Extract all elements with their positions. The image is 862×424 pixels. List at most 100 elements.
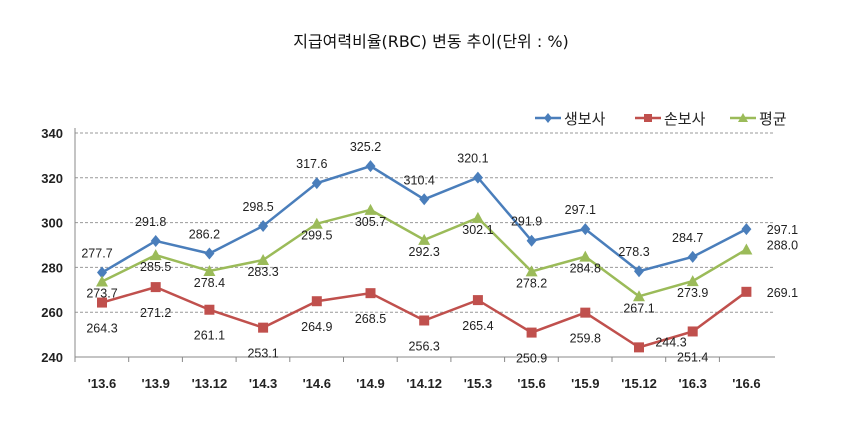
x-tick-label: '14.3	[249, 376, 277, 391]
data-point-square	[580, 307, 591, 318]
data-label: 305.7	[355, 215, 386, 229]
x-tick-label: '15.12	[621, 376, 657, 391]
data-point-diamond	[258, 219, 269, 232]
data-label: 271.2	[140, 306, 171, 320]
data-label: 273.7	[86, 287, 117, 301]
data-label: 264.3	[86, 322, 117, 336]
data-label: 251.4	[677, 350, 708, 364]
data-label: 292.3	[409, 245, 440, 259]
data-point-square	[741, 286, 752, 297]
data-point-diamond	[526, 234, 537, 247]
data-label: 250.9	[516, 352, 547, 366]
data-label: 317.6	[296, 157, 327, 171]
x-tick-label: '15.3	[464, 376, 492, 391]
data-point-triangle	[525, 265, 538, 277]
y-tick-label: 340	[41, 126, 63, 141]
data-point-square	[365, 288, 376, 299]
data-point-diamond	[365, 160, 376, 173]
data-point-diamond	[472, 171, 483, 184]
data-label: 285.5	[140, 260, 171, 274]
data-label: 286.2	[189, 228, 220, 242]
data-point-triangle	[149, 249, 162, 261]
legend-triangle-icon	[738, 113, 748, 122]
x-tick-label: '16.6	[732, 376, 760, 391]
data-label: 277.7	[81, 247, 112, 261]
x-tick-label: '15.9	[571, 376, 599, 391]
data-label: 267.1	[623, 301, 654, 315]
data-point-diamond	[419, 193, 430, 206]
data-point-diamond	[150, 234, 161, 247]
data-label: 320.1	[457, 152, 488, 166]
data-point-triangle	[418, 233, 431, 245]
data-point-triangle	[96, 275, 108, 287]
data-label: 264.9	[301, 320, 332, 334]
data-point-square	[258, 322, 269, 333]
data-label: 291.9	[511, 215, 542, 229]
data-label: 297.1	[565, 203, 596, 217]
data-label: 291.8	[135, 215, 166, 229]
x-tick-label: '15.6	[517, 376, 545, 391]
data-point-square	[419, 315, 430, 326]
data-label: 273.9	[677, 286, 708, 300]
data-label: 253.1	[247, 347, 278, 361]
data-label: 283.3	[247, 265, 278, 279]
data-label: 244.3	[655, 335, 686, 349]
chart-title: 지급여력비율(RBC) 변동 추이(단위 : %)	[293, 32, 569, 51]
data-label: 288.0	[767, 238, 798, 252]
data-point-triangle	[686, 275, 699, 287]
data-label: 302.1	[462, 223, 493, 237]
data-label: 278.3	[618, 245, 649, 259]
data-label: 284.8	[570, 262, 601, 276]
y-tick-label: 260	[41, 305, 63, 320]
y-tick-label: 240	[41, 350, 63, 365]
data-point-triangle	[471, 211, 484, 223]
data-point-square	[634, 342, 644, 353]
y-tick-label: 300	[41, 216, 63, 231]
legend-label: 생보사	[564, 110, 606, 128]
data-point-square	[526, 327, 537, 338]
data-label: 278.4	[194, 276, 225, 290]
x-tick-label: '14.9	[356, 376, 384, 391]
data-point-diamond	[741, 223, 752, 236]
data-point-triangle	[364, 203, 377, 215]
legend-diamond-icon	[544, 113, 552, 123]
y-tick-label: 320	[41, 171, 63, 186]
data-point-square	[687, 326, 698, 337]
data-point-triangle	[257, 254, 270, 266]
data-point-diamond	[204, 247, 215, 260]
data-point-triangle	[633, 290, 645, 302]
data-label: 261.1	[194, 329, 225, 343]
data-point-diamond	[97, 266, 107, 279]
data-point-square	[97, 297, 107, 308]
data-label: 265.4	[462, 319, 493, 333]
x-tick-label: '14.6	[303, 376, 331, 391]
data-label: 278.2	[516, 276, 547, 290]
data-point-square	[204, 304, 215, 315]
data-point-diamond	[634, 265, 644, 278]
data-label: 325.2	[350, 140, 381, 154]
data-point-diamond	[687, 250, 698, 263]
legend-label: 평균	[759, 110, 787, 128]
data-label: 299.5	[301, 229, 332, 243]
data-label: 310.4	[404, 173, 435, 187]
legend-square-icon	[644, 114, 652, 122]
data-point-square	[150, 282, 161, 293]
data-point-triangle	[579, 250, 592, 262]
data-point-diamond	[580, 223, 591, 236]
data-point-triangle	[203, 264, 216, 276]
x-tick-label: '13.6	[88, 376, 116, 391]
data-point-triangle	[310, 217, 323, 229]
data-label: 298.5	[242, 200, 273, 214]
x-tick-label: '13.9	[141, 376, 169, 391]
data-label: 268.5	[355, 312, 386, 326]
x-tick-label: '13.12	[192, 376, 228, 391]
legend-label: 손보사	[664, 110, 706, 128]
data-label: 256.3	[409, 339, 440, 353]
data-label: 284.7	[672, 231, 703, 245]
data-label: 259.8	[570, 332, 601, 346]
data-point-triangle	[740, 243, 753, 255]
x-tick-label: '14.12	[406, 376, 442, 391]
data-label: 269.1	[767, 286, 798, 300]
y-tick-label: 280	[41, 260, 63, 275]
